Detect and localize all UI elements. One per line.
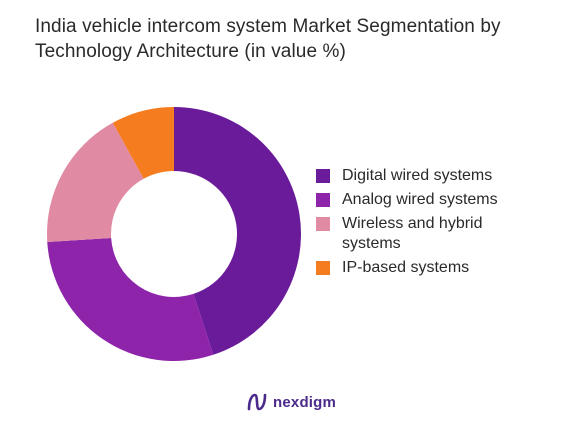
chart-title: India vehicle intercom system Market Seg…	[35, 16, 501, 62]
legend-item: Digital wired systems	[316, 166, 556, 186]
legend-label: Analog wired systems	[342, 191, 498, 208]
legend-item: Analog wired systems	[316, 190, 556, 210]
legend-label: IP-based systems	[342, 259, 470, 276]
legend-swatch	[316, 169, 330, 183]
legend-swatch	[316, 193, 330, 207]
legend-label: Digital wired systems	[342, 167, 493, 184]
donut-slice-analog-wired-systems	[47, 237, 214, 361]
legend-swatch	[316, 217, 330, 231]
legend-item: IP-based systems	[316, 258, 556, 278]
legend-item: Wireless and hybrid systems	[316, 214, 556, 254]
donut-slice-wireless-and-hybrid-systems	[47, 122, 144, 242]
donut-chart	[47, 107, 301, 361]
legend-label: Wireless and hybrid systems	[342, 215, 483, 252]
donut-slice-digital-wired-systems	[174, 107, 301, 355]
chart-legend: Digital wired systems Analog wired system…	[316, 166, 556, 282]
legend-swatch	[316, 261, 330, 275]
donut-slice-ip-based-systems	[112, 107, 174, 179]
logo-text: nexdigm	[273, 393, 337, 411]
nexdigm-logo-icon	[247, 393, 267, 411]
nexdigm-logo: nexdigm	[246, 392, 336, 412]
